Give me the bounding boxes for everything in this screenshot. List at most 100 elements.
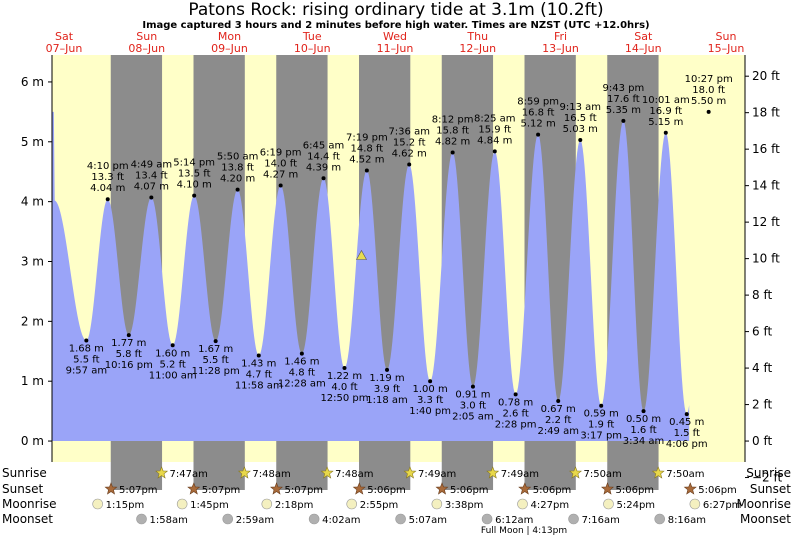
low-tide-label: 0.78 m	[498, 397, 533, 408]
high-tide-label: 16.8 ft	[522, 108, 555, 119]
tide-point	[470, 384, 475, 389]
high-tide-label: 4.52 m	[349, 155, 384, 166]
moonrise-icon	[689, 498, 701, 510]
row-label-right: Sunset	[750, 482, 791, 496]
low-tide-label: 1.43 m	[241, 358, 276, 369]
low-tide-label: 10:16 pm	[105, 360, 153, 371]
high-tide-label: 14.8 ft	[350, 144, 383, 155]
low-tide-label: 1.22 m	[327, 371, 362, 382]
event-time-label: 7:48am	[252, 469, 290, 480]
high-tide-label: 13.8 ft	[221, 163, 254, 174]
event-time-label: 7:47am	[170, 469, 208, 480]
low-tide-label: 3.0 ft	[460, 401, 486, 412]
low-tide-label: 2.6 ft	[502, 408, 528, 419]
tide-point	[256, 353, 261, 358]
chart-title: Patons Rock: rising ordinary tide at 3.1…	[188, 0, 603, 20]
event-time-label: 1:58am	[150, 515, 188, 526]
high-tide-label: 8:59 pm	[517, 97, 559, 108]
low-tide-label: 5.5 ft	[202, 355, 228, 366]
moonset-icon	[308, 513, 320, 525]
low-tide-label: 4.0 ft	[331, 382, 357, 393]
low-tide-label: 3.9 ft	[374, 384, 400, 395]
moonset-icon	[568, 513, 579, 525]
right-tick-label: 16 ft	[752, 142, 780, 156]
high-tide-label: 10:27 pm	[685, 74, 733, 85]
event-time-label: 7:16am	[582, 515, 620, 526]
row-label-left: Sunrise	[2, 466, 47, 480]
event-time-label: 5:06pm	[698, 485, 737, 496]
sunset-star-icon	[518, 482, 532, 495]
low-tide-label: 1.00 m	[413, 384, 448, 395]
low-tide-label: 1.67 m	[198, 344, 233, 355]
event-time-label: 5:06pm	[450, 485, 489, 496]
sun-icon	[237, 466, 251, 479]
moonrise-icon	[431, 498, 443, 510]
tide-point	[342, 366, 347, 371]
current-tide-marker	[355, 249, 367, 260]
tide-area	[52, 111, 690, 442]
high-tide-label: 13.4 ft	[135, 170, 168, 181]
tide-point	[513, 392, 518, 397]
high-tide-label: 8:12 pm	[432, 115, 474, 126]
low-tide-label: 2.2 ft	[545, 415, 571, 426]
moonrise-icon	[603, 498, 614, 510]
tide-point	[170, 343, 175, 348]
moonrise-icon	[517, 498, 528, 510]
tide-point	[706, 109, 711, 114]
high-tide-label: 15.9 ft	[478, 124, 511, 135]
day-name: Wed	[383, 30, 407, 43]
event-time-label: 5:24pm	[616, 500, 655, 511]
low-tide-label: 12:50 pm	[320, 393, 368, 404]
low-tide-label: 1.68 m	[69, 343, 104, 354]
low-tide-label: 1:18 am	[366, 395, 408, 406]
high-tide-label: 13.5 ft	[178, 169, 211, 180]
low-tide-label: 3.3 ft	[417, 395, 443, 406]
event-time-label: 2:59am	[236, 515, 274, 526]
day-date: 07–Jun	[46, 42, 83, 55]
low-tide-label: 1.5 ft	[674, 428, 700, 439]
day-name: Mon	[218, 30, 241, 43]
row-label-right: Moonset	[740, 512, 791, 526]
day-date: 15–Jun	[708, 42, 745, 55]
high-tide-label: 5.03 m	[563, 124, 598, 135]
tide-point	[556, 398, 561, 403]
sun-icon	[403, 466, 417, 479]
low-tide-label: 0.50 m	[626, 414, 661, 425]
tide-point	[663, 130, 668, 135]
event-time-label: 1:45pm	[190, 500, 229, 511]
day-date: 08–Jun	[128, 42, 165, 55]
event-time-label: 7:50am	[666, 469, 704, 480]
high-tide-label: 4.07 m	[134, 181, 169, 192]
event-time-label: 2:18pm	[275, 500, 314, 511]
high-tide-label: 9:13 am	[560, 102, 602, 113]
sun-icon	[651, 466, 665, 479]
high-tide-label: 10:01 am	[642, 95, 690, 106]
right-tick-label: 18 ft	[752, 106, 780, 120]
high-tide-label: 5.35 m	[606, 105, 641, 116]
tide-point	[149, 195, 154, 200]
low-tide-label: 1.77 m	[111, 338, 146, 349]
sunset-star-icon	[352, 482, 366, 495]
sun-icon	[320, 466, 334, 479]
sunset-star-icon	[104, 482, 118, 495]
row-label-left: Moonset	[2, 512, 53, 526]
moonset-icon	[395, 513, 406, 525]
low-tide-label: 2:05 am	[452, 412, 494, 423]
high-tide-label: 15.8 ft	[436, 126, 469, 137]
axes: 0 m 1 m 2 m 3 m 4 m 5 m 6 m −2 ft 0 ft 2 ft 4 ft 6 …	[21, 55, 783, 485]
event-time-label: 3:38pm	[445, 500, 484, 511]
moonrise-icon	[261, 498, 273, 510]
day-name: Fri	[554, 30, 567, 43]
day-name: Sun	[136, 30, 157, 43]
tide-point	[684, 412, 689, 417]
event-time-label: 7:49am	[501, 469, 539, 480]
low-tide-label: 4.7 ft	[246, 369, 272, 380]
tide-point	[578, 137, 583, 142]
sun-icon	[569, 466, 582, 479]
day-date: 12–Jun	[459, 42, 496, 55]
high-tide-label: 13.3 ft	[91, 172, 124, 183]
tide-point	[235, 187, 240, 192]
right-tick-label: 6 ft	[752, 325, 772, 339]
